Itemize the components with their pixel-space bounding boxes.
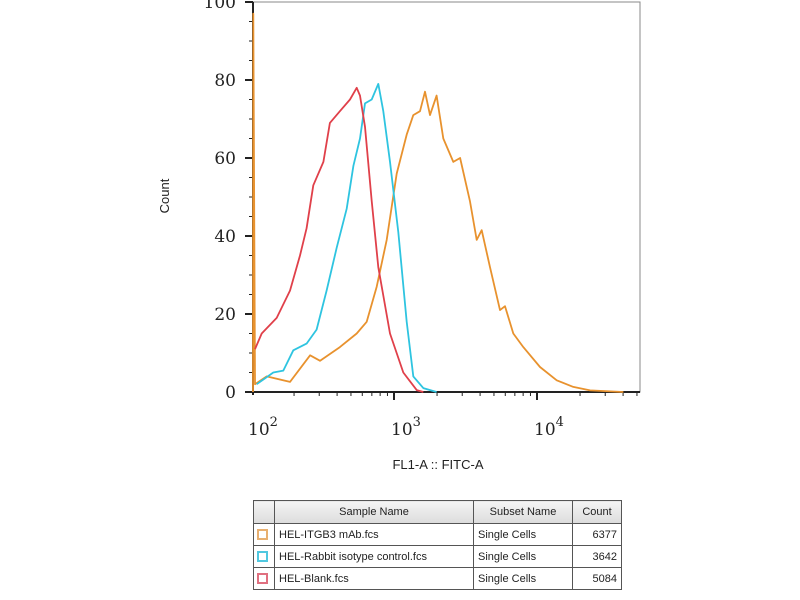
x-tick-label: 103 [391,415,421,440]
legend-header-swatch [253,500,275,524]
legend-row: HEL-ITGB3 mAb.fcs Single Cells 6377 [253,523,622,546]
legend-sample: HEL-Blank.fcs [274,567,474,590]
y-tick-label: 40 [214,227,236,247]
legend-count: 5084 [572,567,622,590]
y-tick-label: 80 [214,71,236,91]
y-tick-label: 100 [204,0,236,13]
legend-sample: HEL-Rabbit isotype control.fcs [274,545,474,568]
legend-header-sample: Sample Name [274,500,474,524]
legend-row: HEL-Rabbit isotype control.fcs Single Ce… [253,545,622,568]
legend-subset: Single Cells [473,523,573,546]
legend-sample: HEL-ITGB3 mAb.fcs [274,523,474,546]
y-axis-label: Count [157,178,172,213]
series-line-0 [252,12,624,393]
legend-subset: Single Cells [473,567,573,590]
legend-swatch [257,573,268,585]
legend-count: 6377 [572,523,622,546]
legend-table: Sample Name Subset Name Count HEL-ITGB3 … [253,500,622,590]
legend-count: 3642 [572,545,622,568]
series-line-1 [256,83,437,393]
y-tick-label: 20 [214,305,236,325]
legend-subset: Single Cells [473,545,573,568]
series-layer [252,12,624,393]
legend-header-subset: Subset Name [473,500,573,524]
y-tick-label: 0 [225,383,236,403]
x-axis-label: FL1-A :: FITC-A [392,457,483,472]
series-line-2 [254,86,424,393]
legend-header-count: Count [572,500,622,524]
x-tick-label: 104 [534,415,564,440]
y-tick-label: 60 [214,149,236,169]
x-tick-label: 102 [248,415,278,440]
legend-swatch [257,529,268,541]
legend-swatch [257,551,268,563]
legend-row: HEL-Blank.fcs Single Cells 5084 [253,567,622,590]
